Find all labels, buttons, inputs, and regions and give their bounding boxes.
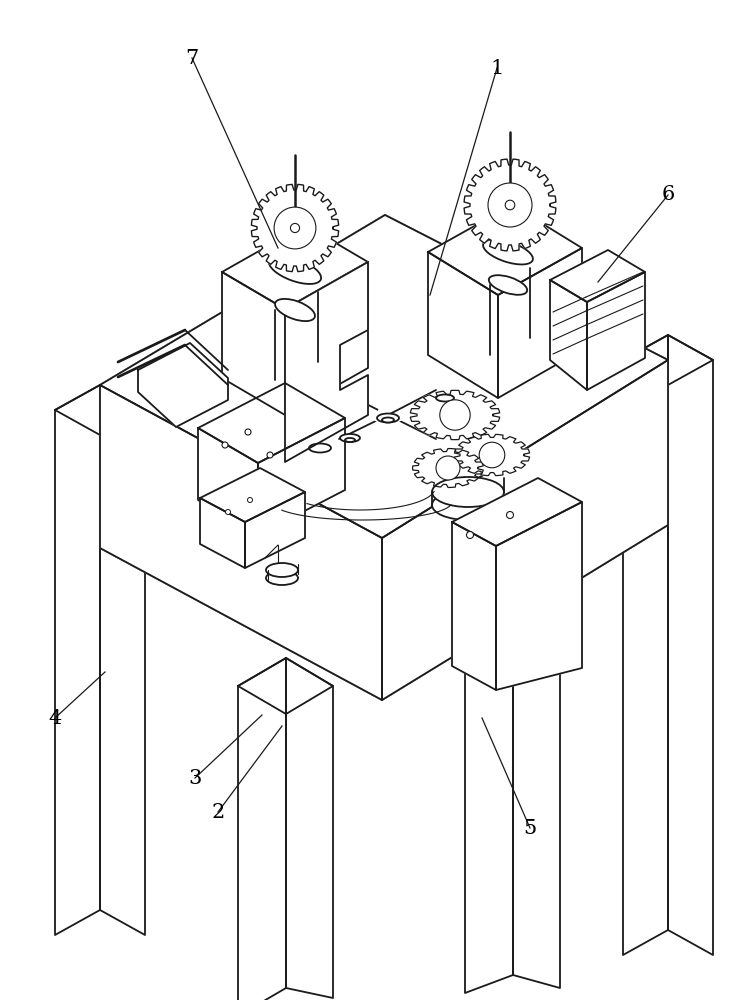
Ellipse shape bbox=[275, 299, 315, 321]
Ellipse shape bbox=[377, 414, 399, 422]
Polygon shape bbox=[382, 360, 668, 700]
Text: 7: 7 bbox=[186, 48, 199, 68]
Ellipse shape bbox=[345, 438, 355, 442]
Polygon shape bbox=[100, 385, 382, 700]
Polygon shape bbox=[285, 262, 368, 462]
Polygon shape bbox=[410, 390, 499, 440]
Text: 5: 5 bbox=[523, 818, 536, 838]
Polygon shape bbox=[222, 225, 368, 309]
Polygon shape bbox=[428, 252, 498, 398]
Circle shape bbox=[436, 456, 460, 480]
Polygon shape bbox=[496, 502, 582, 690]
Polygon shape bbox=[587, 272, 645, 390]
Circle shape bbox=[505, 200, 515, 210]
Circle shape bbox=[274, 207, 316, 249]
Circle shape bbox=[245, 429, 251, 435]
Polygon shape bbox=[198, 428, 258, 535]
Ellipse shape bbox=[489, 275, 527, 295]
Ellipse shape bbox=[432, 490, 504, 520]
Polygon shape bbox=[198, 383, 345, 463]
Polygon shape bbox=[382, 360, 668, 700]
Ellipse shape bbox=[382, 418, 394, 422]
Circle shape bbox=[226, 510, 231, 514]
Circle shape bbox=[507, 512, 513, 518]
Polygon shape bbox=[428, 205, 582, 295]
Polygon shape bbox=[550, 250, 645, 302]
Circle shape bbox=[479, 442, 505, 468]
Polygon shape bbox=[245, 492, 305, 568]
Polygon shape bbox=[200, 468, 305, 522]
Circle shape bbox=[290, 223, 300, 233]
Polygon shape bbox=[200, 498, 245, 568]
Polygon shape bbox=[100, 215, 668, 538]
Polygon shape bbox=[668, 335, 713, 955]
Ellipse shape bbox=[432, 477, 504, 507]
Ellipse shape bbox=[483, 240, 533, 264]
Polygon shape bbox=[550, 280, 587, 390]
Polygon shape bbox=[498, 248, 582, 398]
Text: 4: 4 bbox=[48, 708, 62, 728]
Polygon shape bbox=[55, 385, 145, 435]
Circle shape bbox=[222, 442, 228, 448]
Polygon shape bbox=[258, 418, 345, 535]
Ellipse shape bbox=[266, 563, 298, 577]
Polygon shape bbox=[222, 272, 285, 415]
Text: 6: 6 bbox=[661, 186, 674, 205]
Ellipse shape bbox=[266, 571, 298, 585]
Polygon shape bbox=[464, 159, 556, 251]
Text: 1: 1 bbox=[490, 58, 504, 78]
Polygon shape bbox=[623, 335, 713, 385]
Ellipse shape bbox=[340, 434, 360, 442]
Polygon shape bbox=[454, 434, 530, 476]
Circle shape bbox=[440, 400, 470, 430]
Polygon shape bbox=[100, 215, 668, 538]
Circle shape bbox=[248, 497, 252, 502]
Ellipse shape bbox=[269, 256, 321, 284]
Polygon shape bbox=[513, 600, 560, 988]
Polygon shape bbox=[100, 385, 382, 700]
Ellipse shape bbox=[309, 444, 331, 452]
Polygon shape bbox=[55, 385, 100, 935]
Polygon shape bbox=[465, 600, 513, 993]
Circle shape bbox=[488, 183, 532, 227]
Polygon shape bbox=[285, 262, 368, 415]
Polygon shape bbox=[413, 449, 483, 487]
Polygon shape bbox=[238, 658, 333, 714]
Polygon shape bbox=[452, 478, 582, 546]
Polygon shape bbox=[623, 335, 668, 955]
Polygon shape bbox=[100, 385, 145, 935]
Polygon shape bbox=[465, 600, 560, 656]
Polygon shape bbox=[452, 522, 496, 690]
Polygon shape bbox=[138, 343, 228, 427]
Ellipse shape bbox=[436, 394, 454, 401]
Circle shape bbox=[467, 532, 473, 538]
Text: 3: 3 bbox=[188, 768, 202, 788]
Circle shape bbox=[267, 452, 273, 458]
Polygon shape bbox=[238, 658, 286, 1000]
Polygon shape bbox=[286, 658, 333, 998]
Polygon shape bbox=[252, 184, 338, 272]
Text: 2: 2 bbox=[211, 802, 225, 822]
